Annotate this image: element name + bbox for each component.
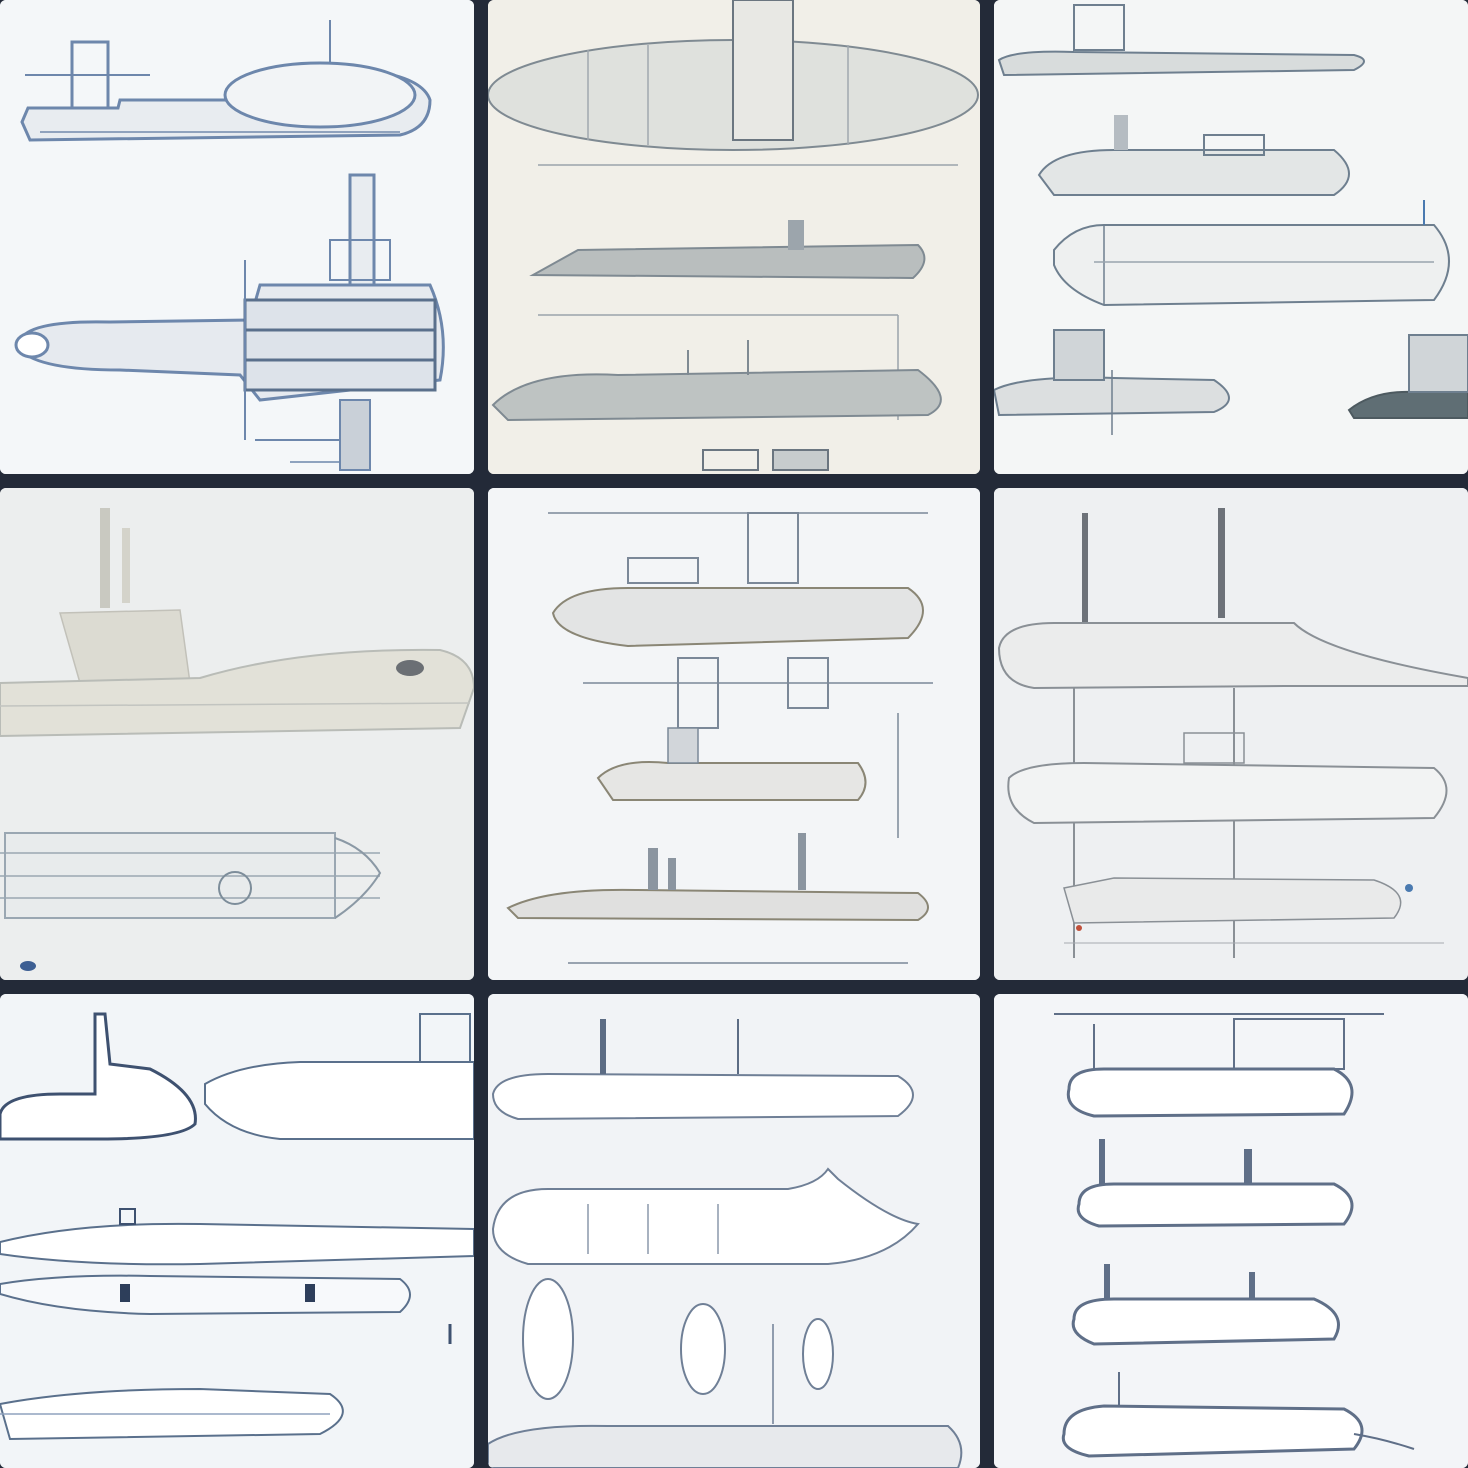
submarine-sketch-6 <box>994 488 1468 980</box>
grid-tile-6[interactable] <box>994 488 1468 980</box>
grid-tile-1[interactable] <box>0 0 474 474</box>
submarine-sketch-8 <box>488 994 980 1468</box>
submarine-sketch-7 <box>0 994 474 1468</box>
submarine-sketch-5 <box>488 488 980 980</box>
grid-tile-5[interactable] <box>488 488 980 980</box>
grid-tile-8[interactable] <box>488 994 980 1468</box>
submarine-sketch-1 <box>0 0 474 474</box>
grid-tile-7[interactable] <box>0 994 474 1468</box>
grid-tile-9[interactable] <box>994 994 1468 1468</box>
submarine-sketch-2 <box>488 0 980 474</box>
submarine-sketch-9 <box>994 994 1468 1468</box>
grid-tile-4[interactable] <box>0 488 474 980</box>
grid-tile-3[interactable] <box>994 0 1468 474</box>
submarine-sketch-3 <box>994 0 1468 474</box>
grid-tile-2[interactable] <box>488 0 980 474</box>
submarine-sketch-4 <box>0 488 474 980</box>
